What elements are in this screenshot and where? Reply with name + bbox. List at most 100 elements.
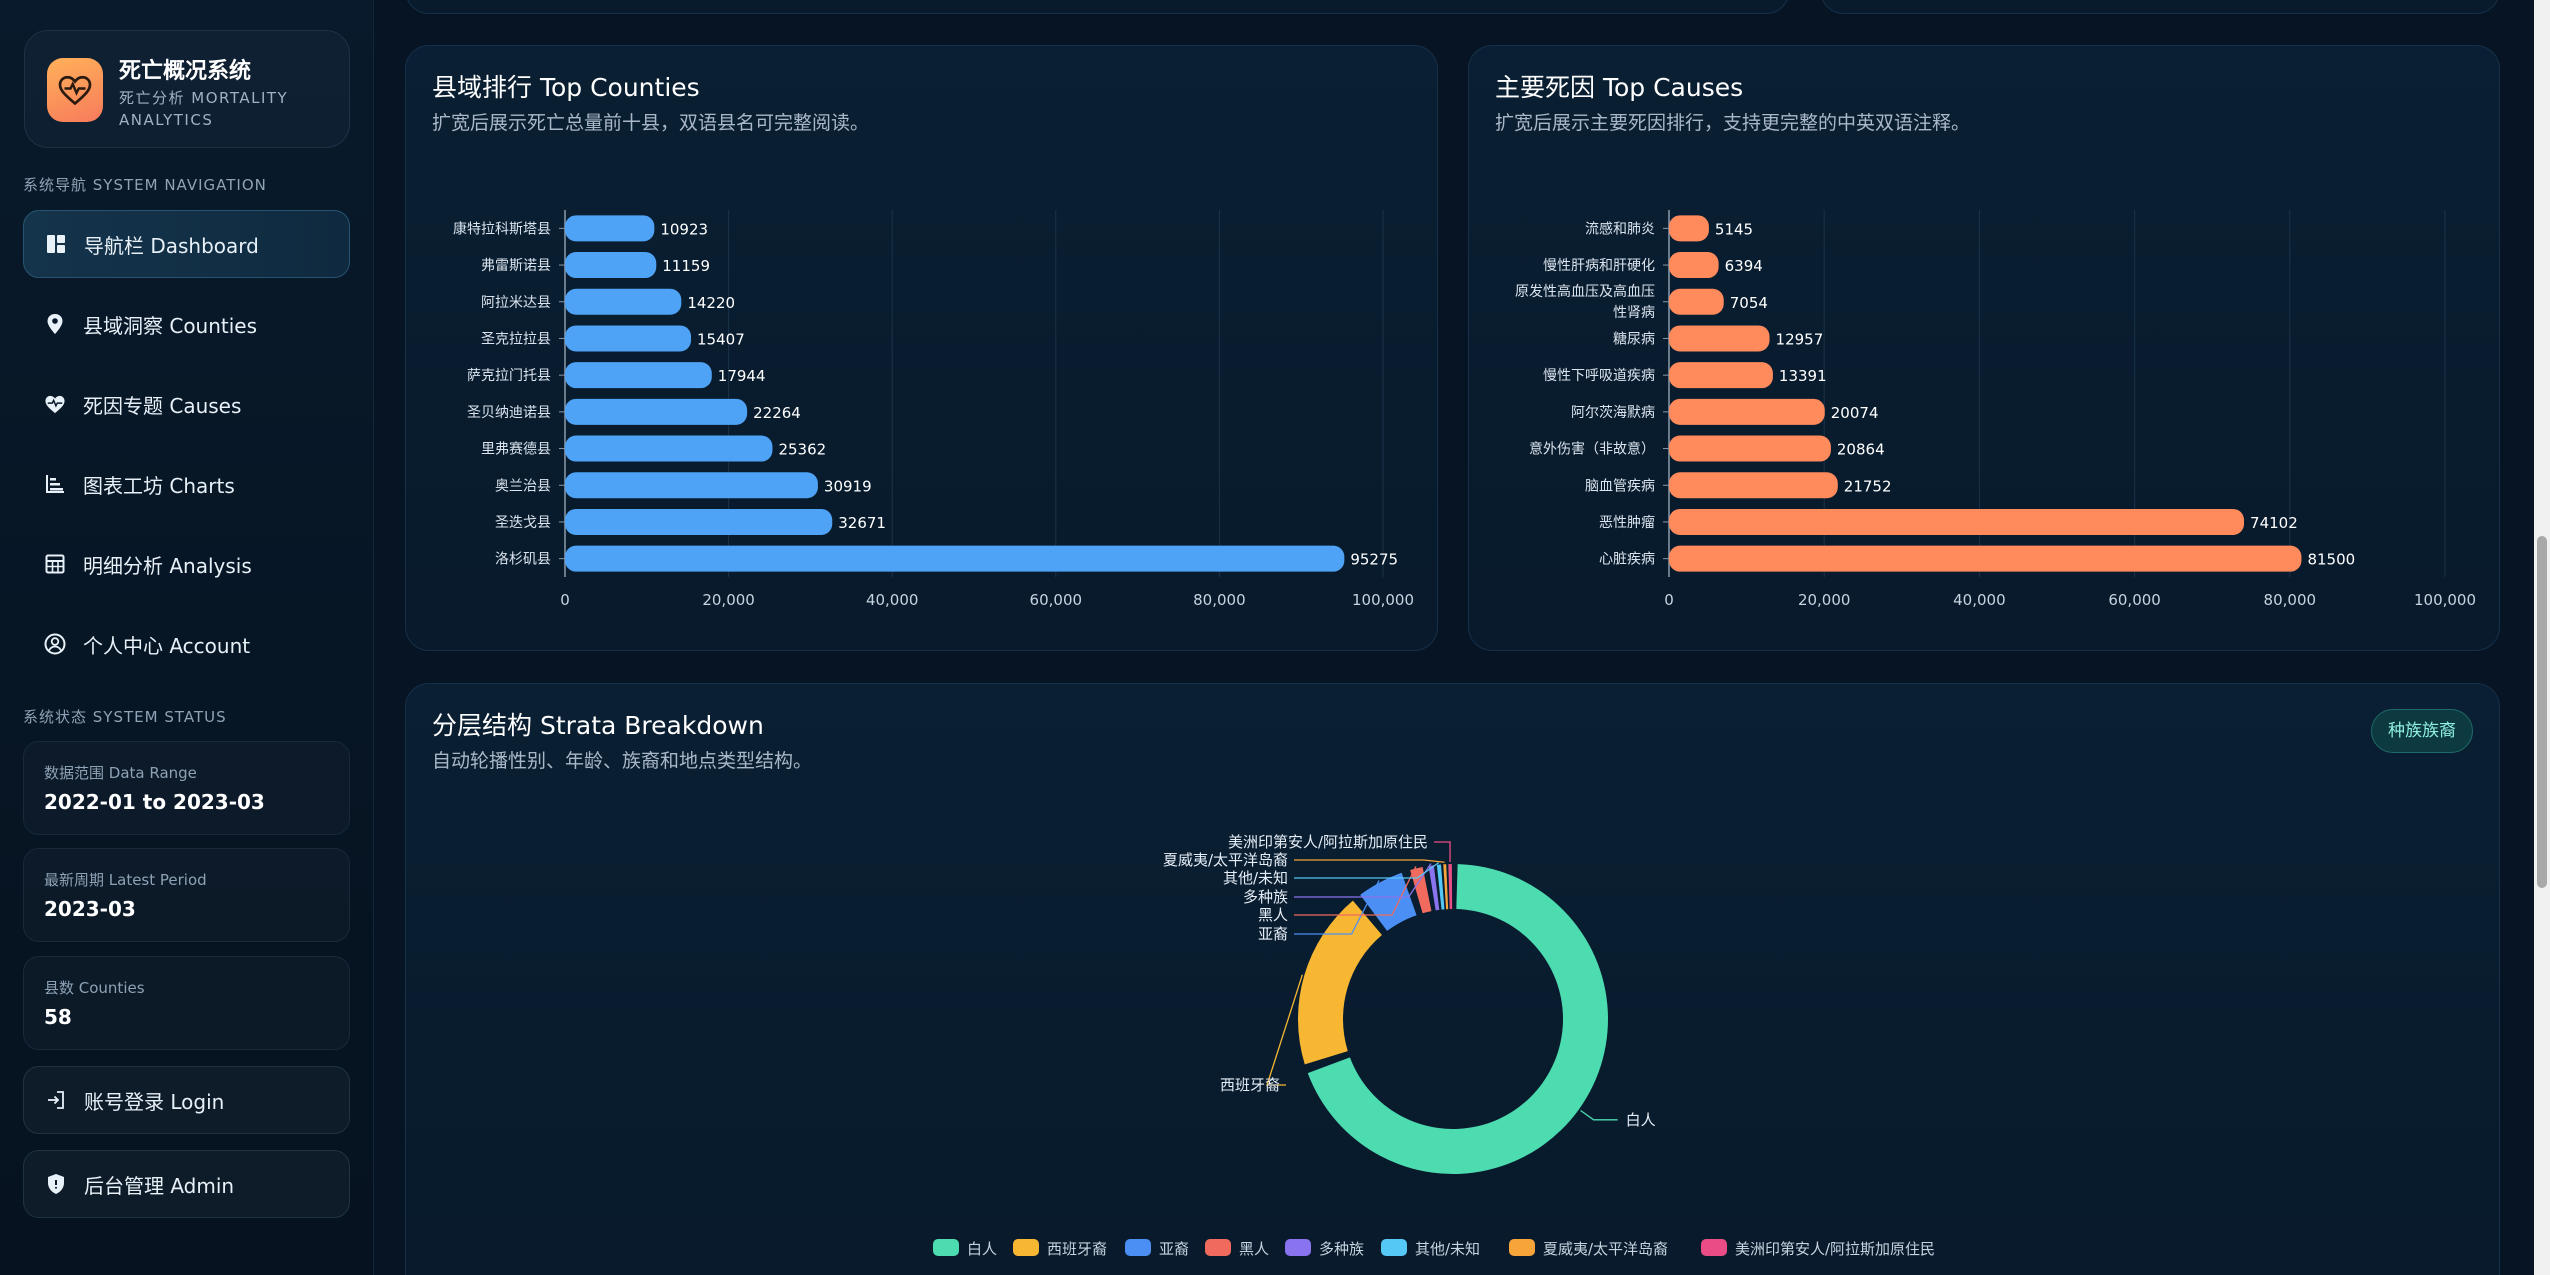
- brand-title: 死亡概况系统: [119, 59, 252, 84]
- pie-slice: [1428, 865, 1440, 911]
- login-button[interactable]: 账号登录 Login: [23, 1066, 350, 1134]
- bar: [565, 288, 682, 315]
- legend-swatch: [1205, 1239, 1231, 1256]
- bar: [565, 252, 657, 279]
- nav-item-label: 导航栏 Dashboard: [84, 233, 259, 258]
- panel-description: 扩宽后展示死亡总量前十县，双语县名可完整阅读。: [432, 112, 870, 134]
- bar-value-label: 22264: [753, 404, 801, 422]
- bar-value-label: 20864: [1837, 441, 1885, 459]
- bar: [1669, 325, 1770, 352]
- pie-slice-label: 美洲印第安人/阿拉斯加原住民: [1228, 833, 1428, 851]
- nav-item-label: 县域洞察 Counties: [83, 313, 258, 338]
- legend-swatch: [1381, 1239, 1407, 1256]
- bar-value-label: 17944: [718, 367, 766, 385]
- bar-value-label: 6394: [1725, 257, 1763, 275]
- y-category-label: 里弗赛德县: [481, 442, 551, 458]
- strata-dimension-badge[interactable]: 种族族裔: [2371, 709, 2473, 753]
- bar: [1669, 215, 1709, 242]
- pie-slice-label: 多种族: [1243, 888, 1288, 906]
- heart-pulse-logo-icon: [47, 58, 103, 122]
- bar: [565, 398, 748, 425]
- strata-panel: 分层结构 Strata Breakdown 自动轮播性别、年龄、族裔和地点类型结…: [405, 683, 2500, 1275]
- panel-title: 县域排行 Top Counties: [432, 73, 700, 102]
- bar: [1669, 472, 1838, 499]
- bar-value-label: 74102: [2250, 514, 2298, 532]
- y-category-label: 意外伤害（非故意）: [1529, 441, 1655, 458]
- bar-value-label: 10923: [660, 220, 708, 238]
- y-category-label: 原发性高血压及高血压性肾病: [1515, 283, 1655, 321]
- y-category-label: 心脏疾病: [1599, 552, 1655, 568]
- legend-swatch: [1285, 1239, 1311, 1256]
- pie-slice: [1298, 900, 1382, 1065]
- legend-swatch: [1701, 1239, 1727, 1256]
- login-icon: [44, 1088, 68, 1112]
- pie-label-line: [1294, 863, 1432, 898]
- pie-slice: [1448, 864, 1453, 910]
- admin-button[interactable]: 后台管理 Admin: [23, 1150, 350, 1218]
- bar: [1669, 252, 1719, 279]
- x-tick-label: 40,000: [1953, 591, 2006, 609]
- pie-label-line: [1294, 859, 1445, 863]
- bar-value-label: 15407: [697, 330, 745, 348]
- x-tick-label: 100,000: [2414, 591, 2476, 609]
- bar-value-label: 32671: [838, 514, 886, 532]
- scrollbar-thumb[interactable]: [2537, 536, 2547, 888]
- panel-title: 分层结构 Strata Breakdown: [432, 711, 764, 740]
- bar: [565, 362, 712, 389]
- nav-item-analysis[interactable]: 明细分析 Analysis: [23, 530, 350, 598]
- bar: [565, 472, 818, 499]
- y-category-label: 阿尔茨海默病: [1571, 405, 1655, 421]
- bar: [565, 508, 833, 535]
- bar-value-label: 20074: [1831, 404, 1879, 422]
- shield-icon: [44, 1172, 68, 1196]
- y-category-label: 慢性肝病和肝硬化: [1543, 257, 1655, 274]
- bar-value-label: 13391: [1779, 367, 1827, 385]
- y-category-label: 洛杉矶县: [495, 552, 551, 568]
- pie-slice-label: 夏威夷/太平洋岛裔: [1163, 851, 1288, 869]
- bar: [1669, 435, 1831, 462]
- nav-item-label: 个人中心 Account: [83, 633, 251, 658]
- legend-label: 夏威夷/太平洋岛裔: [1543, 1240, 1668, 1258]
- table-grid-icon: [43, 552, 67, 576]
- bar: [1669, 545, 2302, 572]
- panel-description: 扩宽后展示主要死因排行，支持更完整的中英双语注释。: [1495, 112, 1971, 134]
- status-value: 2022-01 to 2023-03: [44, 790, 265, 814]
- x-tick-label: 100,000: [1352, 591, 1414, 609]
- nav-item-counties[interactable]: 县域洞察 Counties: [23, 290, 350, 358]
- scrollbar[interactable]: [2534, 0, 2550, 1275]
- y-category-label: 慢性下呼吸道疾病: [1543, 367, 1655, 384]
- pie-slice-label: 黑人: [1258, 906, 1288, 924]
- chart-list-icon: [43, 472, 67, 496]
- x-tick-label: 60,000: [2108, 591, 2161, 609]
- x-tick-label: 40,000: [866, 591, 919, 609]
- nav-item-account[interactable]: 个人中心 Account: [23, 610, 350, 678]
- bar: [565, 215, 655, 242]
- y-category-label: 奥兰治县: [495, 477, 551, 494]
- legend-label: 多种族: [1319, 1240, 1364, 1258]
- bar: [1669, 362, 1773, 389]
- pie-label-line: [1294, 866, 1417, 916]
- bar-value-label: 5145: [1715, 220, 1753, 238]
- brand-card[interactable]: 死亡概况系统 死亡分析 MORTALITY ANALYTICS: [24, 30, 350, 148]
- status-card-data-range: 数据范围 Data Range 2022-01 to 2023-03: [23, 741, 350, 835]
- pie-slice: [1307, 864, 1608, 1174]
- nav-item-label: 图表工坊 Charts: [83, 473, 235, 498]
- legend-label: 亚裔: [1159, 1240, 1189, 1258]
- bar-value-label: 95275: [1350, 551, 1398, 569]
- previous-panel-edge: [405, 0, 1790, 14]
- nav-item-causes[interactable]: 死因专题 Causes: [23, 370, 350, 438]
- causes-panel: 主要死因 Top Causes 扩宽后展示主要死因排行，支持更完整的中英双语注释…: [1468, 45, 2500, 651]
- bar-value-label: 14220: [687, 294, 735, 312]
- panel-description: 自动轮播性别、年龄、族裔和地点类型结构。: [432, 750, 813, 772]
- x-tick-label: 20,000: [1798, 591, 1851, 609]
- y-category-label: 弗雷斯诺县: [481, 258, 551, 274]
- y-category-label: 圣克拉拉县: [481, 331, 551, 347]
- nav-item-charts[interactable]: 图表工坊 Charts: [23, 450, 350, 518]
- nav-item-dashboard[interactable]: 导航栏 Dashboard: [23, 210, 350, 278]
- status-card-latest-period: 最新周期 Latest Period 2023-03: [23, 848, 350, 942]
- heart-pulse-icon: [43, 392, 67, 416]
- x-tick-label: 20,000: [702, 591, 755, 609]
- bar-value-label: 11159: [662, 257, 710, 275]
- y-category-label: 萨克拉门托县: [467, 368, 551, 384]
- y-category-label: 阿拉米达县: [481, 295, 551, 311]
